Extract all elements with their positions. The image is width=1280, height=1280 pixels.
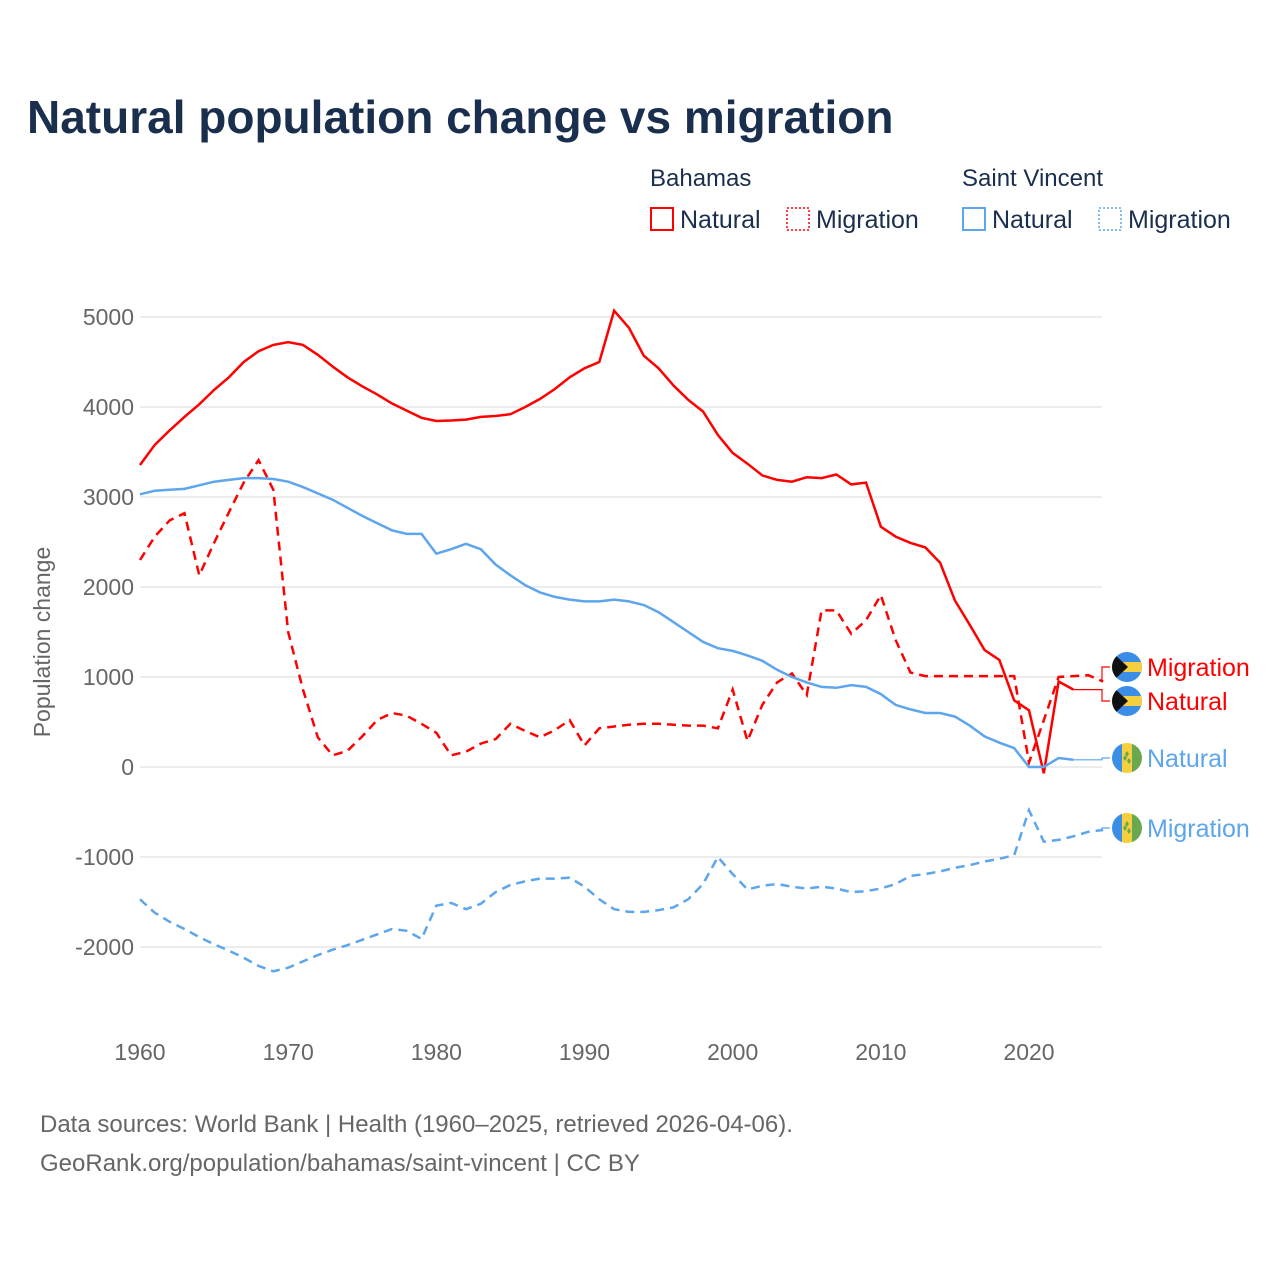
series-group xyxy=(138,308,1104,973)
legend-swatch-migration[interactable] xyxy=(786,207,810,231)
label-connector xyxy=(1101,827,1110,831)
x-tick-label: 2010 xyxy=(855,1039,906,1065)
series-end-label: Natural xyxy=(1147,745,1228,773)
y-tick-label: -2000 xyxy=(75,934,134,960)
legend-group-title: Bahamas xyxy=(650,165,751,192)
legend: Bahamas Natural Migration Saint Vincent Natu… xyxy=(650,165,1231,234)
y-tick-label: 3000 xyxy=(83,484,134,510)
chart-title: Natural population change vs migration xyxy=(27,91,893,143)
series-end-label: Migration xyxy=(1147,815,1250,843)
footer-sources: Data sources: World Bank | Health (1960–… xyxy=(40,1111,793,1138)
y-axis-label: Population change xyxy=(29,547,55,738)
grid: -2000 -1000 0 1000 2000 3000 4000 5000 1960 1970 1… xyxy=(75,304,1102,1065)
series-line-saint-vincent-migration xyxy=(139,806,1104,973)
series-line-bahamas-migration xyxy=(138,457,1104,768)
legend-swatch-migration[interactable] xyxy=(1098,207,1122,231)
legend-item-migration[interactable]: Migration xyxy=(1128,206,1231,234)
x-tick-label: 1960 xyxy=(114,1039,165,1065)
y-tick-label: 4000 xyxy=(83,394,134,420)
series-end-label: Migration xyxy=(1147,654,1250,682)
y-tick-label: 2000 xyxy=(83,574,134,600)
x-tick-label: 2020 xyxy=(1003,1039,1054,1065)
label-connector xyxy=(1101,666,1110,683)
x-tick-label: 2000 xyxy=(707,1039,758,1065)
saint-vincent-flag-icon xyxy=(1112,743,1142,773)
label-connector xyxy=(1073,757,1110,761)
y-tick-label: -1000 xyxy=(75,844,134,870)
series-end-label: Natural xyxy=(1147,688,1228,716)
y-tick-label: 1000 xyxy=(83,664,134,690)
series-line-bahamas-natural xyxy=(138,308,1075,774)
x-tick-label: 1980 xyxy=(411,1039,462,1065)
bahamas-flag-icon xyxy=(1112,686,1142,716)
label-connector xyxy=(1073,689,1110,702)
saint-vincent-flag-icon xyxy=(1112,813,1142,843)
series-line-saint-vincent-natural xyxy=(139,476,1074,769)
legend-group-title: Saint Vincent xyxy=(962,165,1103,192)
legend-item-natural[interactable]: Natural xyxy=(992,206,1073,234)
y-tick-label: 5000 xyxy=(83,304,134,330)
bahamas-flag-icon xyxy=(1112,652,1142,682)
legend-item-migration[interactable]: Migration xyxy=(816,206,919,234)
x-tick-label: 1990 xyxy=(559,1039,610,1065)
footer-link[interactable]: GeoRank.org/population/bahamas/saint-vin… xyxy=(40,1150,640,1177)
legend-item-natural[interactable]: Natural xyxy=(680,206,761,234)
y-tick-label: 0 xyxy=(121,754,134,780)
end-labels: Natural Migration Natural Migration xyxy=(1073,652,1250,843)
x-tick-label: 1970 xyxy=(263,1039,314,1065)
legend-swatch-natural[interactable] xyxy=(650,207,674,231)
legend-swatch-natural[interactable] xyxy=(962,207,986,231)
